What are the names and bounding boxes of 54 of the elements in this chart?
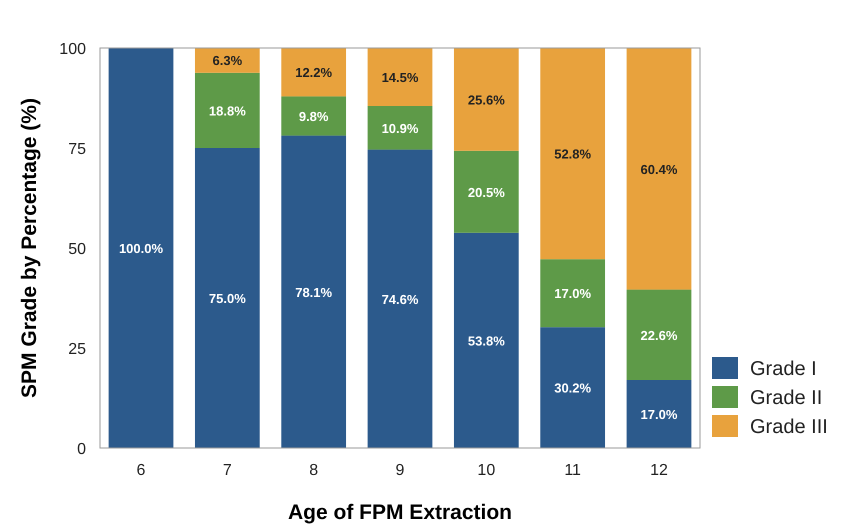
data-label: 20.5%	[468, 184, 506, 200]
data-label: 60.4%	[640, 162, 678, 177]
bar	[368, 106, 432, 150]
data-label: 53.8%	[468, 333, 506, 348]
bar	[281, 136, 346, 448]
legend-label: Grade III	[750, 416, 828, 438]
bar	[540, 327, 606, 448]
bar	[454, 150, 519, 233]
data-label: 18.8%	[208, 103, 246, 118]
bar	[281, 48, 346, 96]
bar	[540, 259, 606, 328]
data-label: 75.0%	[208, 291, 246, 306]
y-tick-label: 75	[68, 141, 86, 158]
bar	[194, 72, 260, 148]
bar	[454, 48, 519, 151]
x-tick-label: 6	[136, 462, 146, 479]
x-axis-title: Age of FPM Extraction	[288, 501, 512, 524]
bar	[108, 48, 174, 448]
data-label: 10.9%	[382, 120, 419, 136]
bar	[194, 148, 260, 448]
bar	[626, 48, 692, 290]
y-tick-label: 25	[68, 341, 86, 358]
data-label: 30.2%	[554, 380, 592, 396]
y-tick-label: 50	[68, 241, 86, 258]
data-label: 22.6%	[640, 328, 678, 343]
x-tick-label: 10	[477, 462, 496, 479]
data-label: 12.2%	[295, 65, 333, 80]
data-label: 78.1%	[295, 284, 333, 300]
data-label: 9.8%	[298, 109, 329, 124]
bar	[368, 48, 432, 106]
y-axis-title: SPM Grade by Percentage (%)	[18, 98, 41, 398]
bar	[626, 290, 692, 380]
x-tick-label: 11	[564, 462, 582, 479]
x-tick-label: 9	[396, 462, 405, 479]
bar	[454, 232, 519, 448]
data-label: 17.0%	[640, 407, 678, 422]
bar	[540, 48, 606, 260]
bar	[368, 150, 432, 448]
x-tick-label: 8	[309, 462, 318, 479]
bar	[281, 96, 346, 136]
data-label: 14.5%	[382, 70, 419, 85]
y-tick-label: 0	[77, 441, 86, 458]
data-label: 6.3%	[212, 53, 243, 68]
data-label: 52.8%	[554, 146, 592, 162]
data-label: 17.0%	[554, 286, 592, 302]
legend-label: Grade II	[750, 387, 822, 409]
y-tick-label: 100	[59, 41, 86, 58]
x-tick-label: 7	[222, 462, 232, 479]
data-label: 100.0%	[118, 241, 164, 256]
legend-label: Grade I	[750, 358, 817, 380]
data-label: 25.6%	[468, 92, 506, 108]
data-label: 74.6%	[382, 292, 419, 307]
x-tick-label: 12	[650, 462, 668, 479]
bar	[626, 380, 692, 448]
